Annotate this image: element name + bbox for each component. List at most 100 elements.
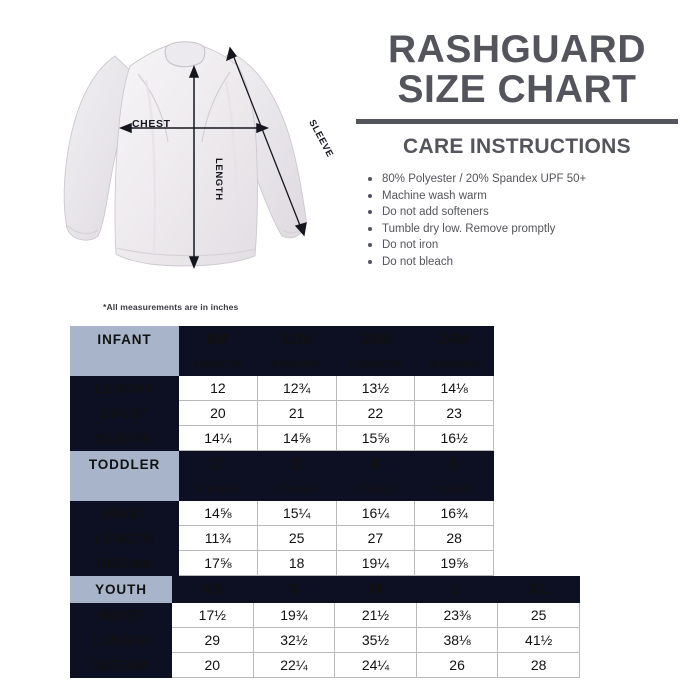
size-header-toddler: 3 xyxy=(256,451,337,478)
size-header-infant: 18M xyxy=(335,326,416,353)
header-section: CHEST LENGTH SLEEVE RASHGUARD SIZE CHART… xyxy=(0,0,700,300)
care-instructions-list: 80% Polyester / 20% Spandex UPF 50+ Machi… xyxy=(352,171,682,271)
measurement-cell: 15⅝ xyxy=(335,425,416,451)
care-instructions-title: CARE INSTRUCTIONS xyxy=(403,135,631,158)
measurement-cell: 16¼ xyxy=(335,500,416,526)
measurement-cell: 25 xyxy=(497,602,580,628)
care-instruction-text: Do not iron xyxy=(382,239,439,252)
measurement-cell: 22 xyxy=(335,400,416,426)
care-instruction-item: Machine wash warm xyxy=(368,188,682,205)
measurement-cell: 14⅝ xyxy=(256,425,337,451)
title-block: RASHGUARD SIZE CHART CARE INSTRUCTIONS 8… xyxy=(352,30,682,271)
care-instruction-item: 80% Polyester / 20% Spandex UPF 50+ xyxy=(368,171,682,188)
table-subheader-row: 2 YEARS 3 YEARS 4 YEARS 5 YEARS xyxy=(70,477,494,501)
measurement-cell: 11¾ xyxy=(178,525,258,551)
size-sublabel-toddler: 5 YEARS xyxy=(414,477,494,501)
size-table-toddler: TODDLER 2 3 4 5 2 YEARS 3 YEARS 4 YEARS 5 YEARS W… xyxy=(70,451,494,576)
bullet-icon xyxy=(368,259,372,264)
measurement-cell: 18 xyxy=(256,550,337,576)
size-header-youth: L xyxy=(415,576,499,603)
care-instruction-item: Tumble dry low. Remove promptly xyxy=(368,221,682,238)
size-header-youth: S xyxy=(252,576,336,603)
bullet-icon xyxy=(368,243,372,248)
measurement-cell: 23⅜ xyxy=(415,602,499,628)
table-row: INSEAM 17⅝ 18 19¼ 19⅝ xyxy=(70,550,494,576)
size-header-toddler: 5 xyxy=(414,451,494,478)
table-header-row: YOUTH XS S M L XL xyxy=(70,576,580,603)
measurement-cell: 14⅝ xyxy=(178,500,258,526)
rashguard-svg xyxy=(63,41,308,270)
measurement-cell: 12¾ xyxy=(256,375,337,401)
garment-illustration: CHEST LENGTH SLEEVE xyxy=(58,22,348,294)
measurement-cell: 19¼ xyxy=(335,550,416,576)
care-instruction-text: Do not add softeners xyxy=(382,206,489,219)
row-label-sleeve: SLEEVE xyxy=(70,425,179,451)
size-table-infant: INFANT 6M 12M 18M 24M 6 MONTHS 9 MONTHS 12 MONT… xyxy=(70,326,494,451)
table-row: SLEEVE 14¼ 14⅝ 15⅝ 16½ xyxy=(70,425,494,451)
table-row: WAIST 17½ 19¾ 21½ 23⅜ 25 xyxy=(70,602,580,628)
page-title-line2: SIZE CHART xyxy=(397,68,637,111)
size-table-youth: YOUTH XS S M L XL WAIST 17½ 19¾ 21½ 23⅜ 25 LENGTH 29 3… xyxy=(70,576,580,678)
size-header-infant: 6M xyxy=(178,326,258,353)
size-header-youth: XS xyxy=(171,576,254,603)
care-instruction-text: Tumble dry low. Remove promptly xyxy=(382,222,556,235)
care-instruction-item: Do not iron xyxy=(368,237,682,254)
length-arrow xyxy=(188,64,200,270)
bullet-icon xyxy=(368,210,372,215)
size-header-youth: XL xyxy=(497,576,580,603)
row-label-length: LENGTH xyxy=(70,627,172,653)
size-sublabel-infant: 9 MONTHS xyxy=(256,352,337,376)
size-sublabel-toddler: 2 YEARS xyxy=(178,477,258,501)
size-header-infant: 24M xyxy=(414,326,494,353)
garment-body xyxy=(114,43,258,267)
size-header-youth: M xyxy=(334,576,417,603)
measurement-cell: 13½ xyxy=(335,375,416,401)
care-instruction-item: Do not bleach xyxy=(368,254,682,271)
care-instruction-text: Machine wash warm xyxy=(382,189,487,202)
measurement-cell: 20 xyxy=(171,652,254,678)
table-row: LENGTH 29 32½ 35½ 38⅛ 41½ xyxy=(70,627,580,653)
measurement-cell: 28 xyxy=(497,652,580,678)
size-header-toddler: 2 xyxy=(178,451,258,478)
measurement-cell: 17⅝ xyxy=(178,550,258,576)
table-row: INSEAM 20 22¼ 24¼ 26 28 xyxy=(70,652,580,678)
measurement-note: *All measurements are in inches xyxy=(103,302,239,312)
chest-label: CHEST xyxy=(132,118,171,130)
category-label-youth: YOUTH xyxy=(70,576,172,603)
care-instruction-item: Do not add softeners xyxy=(368,204,682,221)
bullet-icon xyxy=(368,226,372,231)
subheader-spacer xyxy=(70,477,179,501)
size-sublabel-infant: 6 MONTHS xyxy=(178,352,258,376)
size-sublabel-infant: 12 MONTHS xyxy=(335,352,416,376)
measurement-cell: 17½ xyxy=(171,602,254,628)
table-header-row: TODDLER 2 3 4 5 xyxy=(70,451,494,478)
table-row: CHEST 20 21 22 23 xyxy=(70,400,494,426)
care-instruction-text: Do not bleach xyxy=(382,255,453,268)
title-divider xyxy=(356,119,678,124)
measurement-cell: 15¼ xyxy=(256,500,337,526)
bullet-icon xyxy=(368,193,372,198)
table-subheader-row: 6 MONTHS 9 MONTHS 12 MONTHS 18 MONTHS xyxy=(70,352,494,376)
row-label-waist: WAIST xyxy=(70,500,179,526)
measurement-cell: 28 xyxy=(414,525,494,551)
measurement-cell: 19¾ xyxy=(252,602,336,628)
row-label-inseam: INSEAM xyxy=(70,550,179,576)
measurement-cell: 35½ xyxy=(334,627,417,653)
sleeve-arrow xyxy=(226,46,307,237)
measurement-cell: 23 xyxy=(414,400,494,426)
measurement-cell: 19⅝ xyxy=(414,550,494,576)
measurement-cell: 16¾ xyxy=(414,500,494,526)
measurement-cell: 29 xyxy=(171,627,254,653)
measurement-cell: 12 xyxy=(178,375,258,401)
measurement-cell: 32½ xyxy=(252,627,336,653)
row-label-inseam: INSEAM xyxy=(70,652,172,678)
collar xyxy=(164,41,206,68)
row-label-chest: CHEST xyxy=(70,400,179,426)
measurement-cell: 38⅛ xyxy=(415,627,499,653)
table-row: WAIST 14⅝ 15¼ 16¼ 16¾ xyxy=(70,500,494,526)
measurement-cell: 14¼ xyxy=(178,425,258,451)
measurement-cell: 25 xyxy=(256,525,337,551)
subheader-spacer xyxy=(70,352,179,376)
page-title-line1: RASHGUARD xyxy=(388,28,646,71)
measurement-cell: 24¼ xyxy=(334,652,417,678)
